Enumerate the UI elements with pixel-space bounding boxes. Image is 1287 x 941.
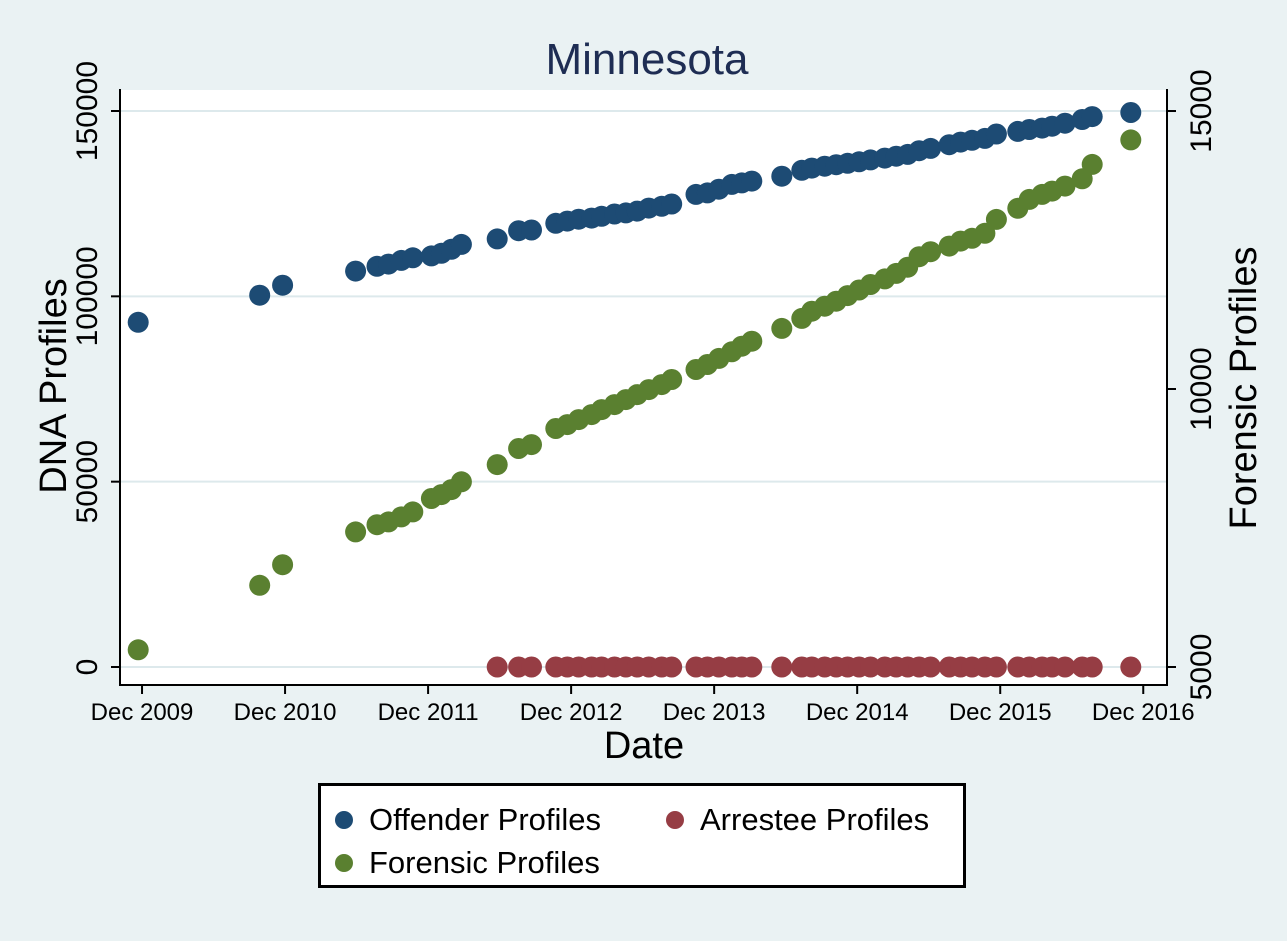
data-point-arrestee — [1120, 656, 1142, 678]
data-point-forensic — [1054, 175, 1076, 197]
data-point-offender — [1120, 102, 1142, 123]
chart-title: Minnesota — [545, 35, 749, 84]
y-right-axis-title: Forensic Profiles — [1223, 247, 1265, 530]
data-point-offender — [661, 193, 683, 215]
data-point-offender — [1081, 106, 1103, 128]
x-tick-label: Dec 2009 — [91, 699, 194, 726]
legend-label-arrestee: Arrestee Profiles — [700, 802, 930, 837]
y-left-tick-label: 150000 — [71, 61, 104, 161]
data-point-arrestee — [741, 656, 763, 678]
data-point-arrestee — [985, 656, 1007, 678]
data-point-forensic — [1081, 153, 1103, 175]
data-point-offender — [486, 228, 508, 250]
data-point-offender — [249, 284, 271, 306]
data-point-forensic — [272, 554, 294, 576]
data-point-arrestee — [486, 656, 508, 678]
x-tick-label: Dec 2011 — [378, 699, 479, 726]
offender-marker-icon — [335, 811, 353, 829]
x-tick-label: Dec 2016 — [1092, 699, 1195, 726]
y-right-tick-label: 5000 — [1185, 634, 1218, 701]
data-point-offender — [920, 137, 942, 159]
y-right-tick-label: 10000 — [1185, 347, 1218, 430]
legend-label-offender: Offender Profiles — [369, 802, 602, 837]
data-point-forensic — [450, 471, 472, 493]
data-point-offender — [741, 170, 763, 192]
y-left-tick-label: 0 — [71, 659, 104, 676]
legend: Offender Profiles Arrestee Profiles Fore… — [318, 783, 966, 888]
arrestee-marker-icon — [666, 811, 684, 829]
data-point-forensic — [771, 317, 793, 339]
y-left-axis-title: DNA Profiles — [33, 278, 75, 493]
data-point-forensic — [521, 434, 542, 456]
plot-layer: 0 50000 100000 150000 5000 10000 15000 Dec 2009… — [71, 61, 1218, 726]
y-left-tick-label: 50000 — [71, 440, 104, 523]
data-point-offender — [771, 165, 793, 187]
legend-label-forensic: Forensic Profiles — [369, 845, 600, 880]
legend-item-offender: Offender Profiles — [335, 798, 601, 842]
data-point-forensic — [345, 521, 367, 543]
forensic-marker-icon — [335, 854, 353, 872]
x-tick-label: Dec 2012 — [520, 699, 623, 726]
data-point-offender — [985, 123, 1007, 145]
data-point-forensic — [974, 222, 996, 244]
data-point-offender — [127, 311, 149, 333]
y-left-tick-label: 100000 — [71, 246, 104, 346]
x-tick-label: Dec 2010 — [234, 699, 337, 726]
data-point-offender — [1054, 112, 1076, 134]
data-point-forensic — [127, 639, 149, 661]
legend-item-forensic: Forensic Profiles — [335, 841, 600, 885]
data-point-arrestee — [661, 656, 683, 678]
data-point-arrestee — [771, 656, 793, 678]
data-point-offender — [521, 219, 542, 241]
data-point-arrestee — [521, 656, 542, 678]
x-tick-label: Dec 2014 — [806, 699, 909, 726]
data-point-forensic — [402, 501, 424, 523]
data-point-forensic — [661, 369, 683, 390]
data-point-forensic — [249, 574, 271, 596]
data-point-offender — [450, 233, 472, 255]
data-point-offender — [272, 274, 294, 296]
data-point-arrestee — [920, 656, 942, 678]
x-tick-label: Dec 2013 — [663, 699, 766, 726]
legend-item-arrestee: Arrestee Profiles — [666, 798, 929, 842]
data-point-forensic — [1120, 129, 1142, 151]
data-point-arrestee — [1081, 656, 1103, 678]
x-axis-title: Date — [604, 725, 684, 767]
data-point-forensic — [920, 241, 942, 263]
x-tick-label: Dec 2015 — [949, 699, 1052, 726]
data-point-offender — [402, 247, 424, 269]
data-point-arrestee — [1054, 656, 1076, 678]
data-point-forensic — [985, 208, 1007, 230]
y-right-tick-label: 15000 — [1185, 69, 1218, 152]
data-point-forensic — [486, 454, 508, 476]
data-point-offender — [345, 260, 367, 282]
data-point-forensic — [741, 330, 763, 352]
